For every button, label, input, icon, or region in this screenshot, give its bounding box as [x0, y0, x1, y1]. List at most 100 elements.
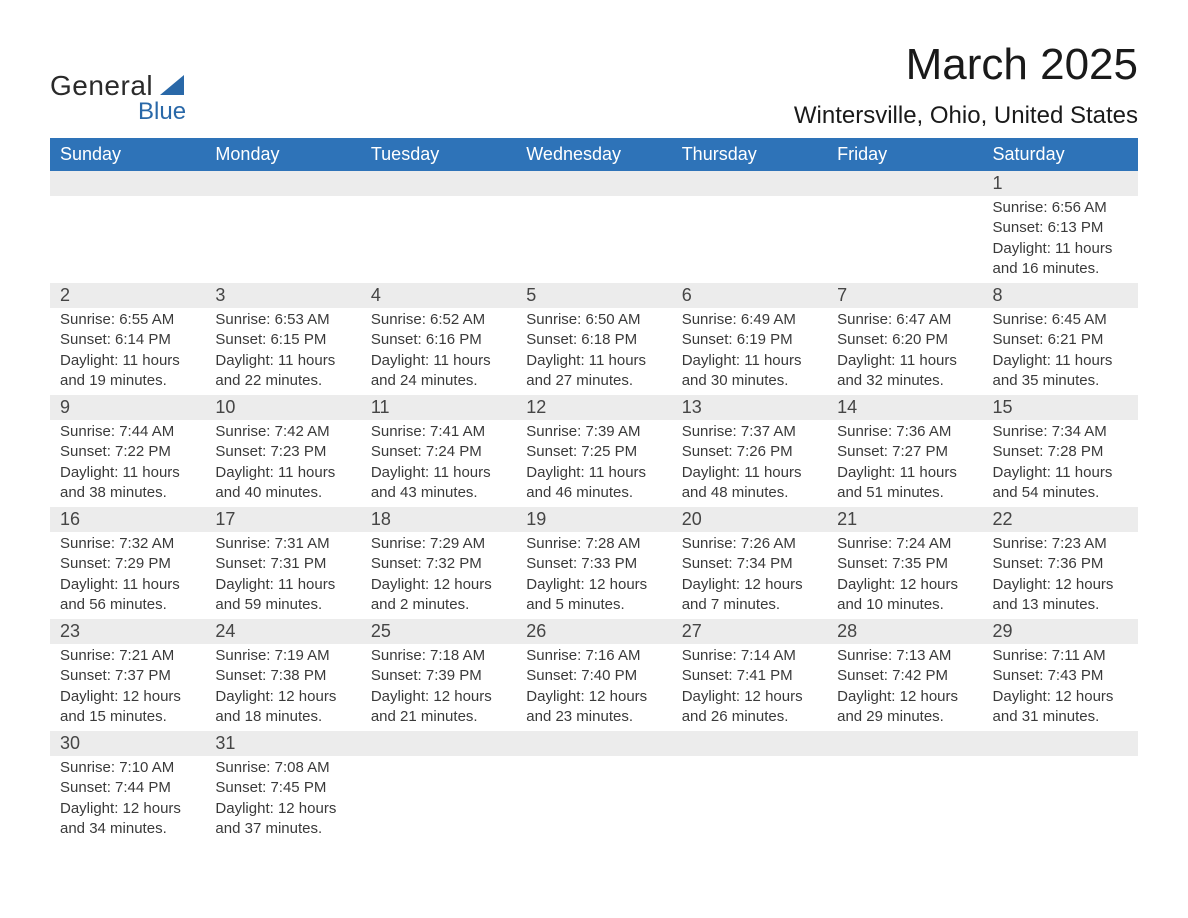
content-row: Sunrise: 6:55 AMSunset: 6:14 PMDaylight:…: [50, 308, 1138, 395]
title-block: March 2025 Wintersville, Ohio, United St…: [794, 40, 1138, 130]
day-number: [361, 731, 516, 755]
day-line: Daylight: 11 hours: [526, 463, 661, 483]
day-line: Sunrise: 7:23 AM: [993, 534, 1128, 554]
daynum-row: 2345678: [50, 283, 1138, 308]
day-line: Daylight: 12 hours: [526, 687, 661, 707]
day-number: 18: [361, 507, 516, 532]
content-row: Sunrise: 7:44 AMSunset: 7:22 PMDaylight:…: [50, 420, 1138, 507]
day-line: Sunrise: 6:47 AM: [837, 310, 972, 330]
day-line: Daylight: 12 hours: [682, 575, 817, 595]
day-line: Sunset: 6:21 PM: [993, 330, 1128, 350]
day-line: and 7 minutes.: [682, 595, 817, 615]
day-line: Sunrise: 7:36 AM: [837, 422, 972, 442]
weekday-header-row: Sunday Monday Tuesday Wednesday Thursday…: [50, 138, 1138, 171]
day-line: Daylight: 12 hours: [526, 575, 661, 595]
day-line: Daylight: 11 hours: [993, 239, 1128, 259]
day-line: Sunset: 7:24 PM: [371, 442, 506, 462]
day-content: Sunrise: 7:08 AMSunset: 7:45 PMDaylight:…: [205, 756, 360, 843]
day-number: [205, 171, 360, 195]
day-number: 1: [983, 171, 1138, 196]
day-line: and 31 minutes.: [993, 707, 1128, 727]
day-line: Sunset: 7:29 PM: [60, 554, 195, 574]
day-number: [827, 171, 982, 195]
day-content: [361, 196, 516, 278]
day-number: 12: [516, 395, 671, 420]
day-content: Sunrise: 7:29 AMSunset: 7:32 PMDaylight:…: [361, 532, 516, 619]
day-line: Sunset: 7:34 PM: [682, 554, 817, 574]
day-line: and 21 minutes.: [371, 707, 506, 727]
day-number: [50, 171, 205, 195]
day-line: Sunrise: 6:53 AM: [215, 310, 350, 330]
day-content: Sunrise: 7:13 AMSunset: 7:42 PMDaylight:…: [827, 644, 982, 731]
day-line: Sunrise: 7:21 AM: [60, 646, 195, 666]
day-number: 7: [827, 283, 982, 308]
weekday-header: Saturday: [983, 138, 1138, 171]
day-content: Sunrise: 6:50 AMSunset: 6:18 PMDaylight:…: [516, 308, 671, 395]
day-line: Sunrise: 7:24 AM: [837, 534, 972, 554]
day-number: [361, 171, 516, 195]
day-line: and 23 minutes.: [526, 707, 661, 727]
day-line: Sunrise: 7:13 AM: [837, 646, 972, 666]
day-number: 22: [983, 507, 1138, 532]
day-line: Daylight: 12 hours: [215, 799, 350, 819]
content-row: Sunrise: 7:10 AMSunset: 7:44 PMDaylight:…: [50, 756, 1138, 843]
day-content: Sunrise: 7:18 AMSunset: 7:39 PMDaylight:…: [361, 644, 516, 731]
day-number: [827, 731, 982, 755]
day-number: [672, 171, 827, 195]
day-line: Daylight: 11 hours: [60, 575, 195, 595]
day-content: Sunrise: 7:44 AMSunset: 7:22 PMDaylight:…: [50, 420, 205, 507]
day-content: [516, 756, 671, 838]
header-row: General Blue March 2025 Wintersville, Oh…: [50, 40, 1138, 130]
day-line: Daylight: 11 hours: [682, 463, 817, 483]
day-line: and 48 minutes.: [682, 483, 817, 503]
day-line: Sunrise: 6:45 AM: [993, 310, 1128, 330]
day-line: Sunrise: 7:29 AM: [371, 534, 506, 554]
content-row: Sunrise: 6:56 AMSunset: 6:13 PMDaylight:…: [50, 196, 1138, 283]
weekday-header: Wednesday: [516, 138, 671, 171]
day-content: Sunrise: 7:21 AMSunset: 7:37 PMDaylight:…: [50, 644, 205, 731]
day-line: Daylight: 11 hours: [526, 351, 661, 371]
day-content: Sunrise: 7:24 AMSunset: 7:35 PMDaylight:…: [827, 532, 982, 619]
day-line: Daylight: 11 hours: [682, 351, 817, 371]
day-line: and 29 minutes.: [837, 707, 972, 727]
day-line: and 13 minutes.: [993, 595, 1128, 615]
day-number: [516, 731, 671, 755]
day-line: Daylight: 11 hours: [837, 351, 972, 371]
daynum-row: 3031: [50, 731, 1138, 756]
day-line: Daylight: 12 hours: [215, 687, 350, 707]
day-line: Sunrise: 7:44 AM: [60, 422, 195, 442]
content-row: Sunrise: 7:21 AMSunset: 7:37 PMDaylight:…: [50, 644, 1138, 731]
weekday-header: Monday: [205, 138, 360, 171]
day-content: Sunrise: 7:10 AMSunset: 7:44 PMDaylight:…: [50, 756, 205, 843]
day-line: Daylight: 12 hours: [371, 575, 506, 595]
calendar-table: Sunday Monday Tuesday Wednesday Thursday…: [50, 138, 1138, 843]
day-number: 14: [827, 395, 982, 420]
day-number: 11: [361, 395, 516, 420]
day-line: and 34 minutes.: [60, 819, 195, 839]
logo-text-bottom: Blue: [138, 98, 188, 126]
daynum-row: 9101112131415: [50, 395, 1138, 420]
day-line: and 15 minutes.: [60, 707, 195, 727]
day-line: Sunset: 6:15 PM: [215, 330, 350, 350]
day-line: Sunrise: 6:50 AM: [526, 310, 661, 330]
day-line: and 43 minutes.: [371, 483, 506, 503]
day-line: Sunrise: 6:55 AM: [60, 310, 195, 330]
day-content: Sunrise: 7:16 AMSunset: 7:40 PMDaylight:…: [516, 644, 671, 731]
day-line: Sunset: 7:23 PM: [215, 442, 350, 462]
day-line: Sunset: 7:38 PM: [215, 666, 350, 686]
day-line: and 19 minutes.: [60, 371, 195, 391]
day-line: Daylight: 11 hours: [993, 463, 1128, 483]
day-line: Sunset: 7:42 PM: [837, 666, 972, 686]
day-number: 8: [983, 283, 1138, 308]
day-line: Sunset: 7:32 PM: [371, 554, 506, 574]
day-line: and 59 minutes.: [215, 595, 350, 615]
day-line: Daylight: 11 hours: [837, 463, 972, 483]
day-line: Daylight: 12 hours: [682, 687, 817, 707]
day-line: Sunset: 7:40 PM: [526, 666, 661, 686]
day-line: and 32 minutes.: [837, 371, 972, 391]
day-line: and 46 minutes.: [526, 483, 661, 503]
day-line: Sunset: 7:36 PM: [993, 554, 1128, 574]
day-line: Sunset: 7:35 PM: [837, 554, 972, 574]
day-number: 24: [205, 619, 360, 644]
day-line: and 35 minutes.: [993, 371, 1128, 391]
